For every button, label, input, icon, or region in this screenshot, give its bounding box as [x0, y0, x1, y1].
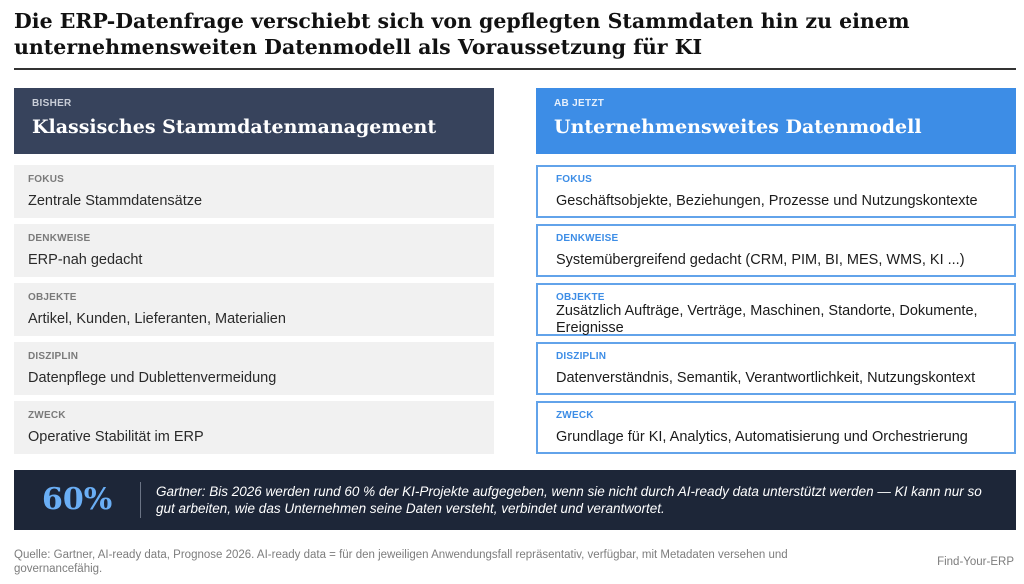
row-zweck-ab-jetzt: ZWECK Grundlage für KI, Analytics, Autom… — [536, 401, 1016, 454]
page-title: Die ERP-Datenfrage verschiebt sich von g… — [14, 9, 910, 59]
row-label: FOKUS — [28, 174, 64, 185]
column-header-bisher: BISHER Klassisches Stammdatenmanagement — [14, 88, 494, 154]
row-label: OBJEKTE — [28, 292, 77, 303]
comparison-list-bisher: FOKUS Zentrale Stammdatensätze DENKWEISE… — [14, 165, 494, 460]
row-text: Operative Stabilität im ERP — [28, 429, 204, 445]
row-denkweise-ab-jetzt: DENKWEISE Systemübergreifend gedacht (CR… — [536, 224, 1016, 277]
row-objekte-bisher: OBJEKTE Artikel, Kunden, Lieferanten, Ma… — [14, 283, 494, 336]
row-text: Artikel, Kunden, Lieferanten, Materialie… — [28, 311, 286, 327]
row-fokus-bisher: FOKUS Zentrale Stammdatensätze — [14, 165, 494, 218]
row-disziplin-ab-jetzt: DISZIPLIN Datenverständnis, Semantik, Ve… — [536, 342, 1016, 395]
row-label: DISZIPLIN — [556, 351, 607, 362]
column-heading-bisher: Klassisches Stammdatenmanagement — [32, 116, 437, 138]
row-label: DENKWEISE — [28, 233, 91, 244]
row-text: Systemübergreifend gedacht (CRM, PIM, BI… — [556, 252, 965, 268]
row-text: Datenverständnis, Semantik, Verantwortli… — [556, 370, 976, 386]
row-objekte-ab-jetzt: OBJEKTE Zusätzlich Aufträge, Verträge, M… — [536, 283, 1016, 336]
row-zweck-bisher: ZWECK Operative Stabilität im ERP — [14, 401, 494, 454]
row-label: ZWECK — [28, 410, 66, 421]
column-header-ab-jetzt: AB JETZT Unternehmensweites Datenmodell — [536, 88, 1016, 154]
statistic-banner: 60% Gartner: Bis 2026 werden rund 60 % d… — [14, 470, 1016, 530]
column-heading-ab-jetzt: Unternehmensweites Datenmodell — [554, 116, 922, 138]
row-fokus-ab-jetzt: FOKUS Geschäftsobjekte, Beziehungen, Pro… — [536, 165, 1016, 218]
row-label: DISZIPLIN — [28, 351, 79, 362]
comparison-list-ab-jetzt: FOKUS Geschäftsobjekte, Beziehungen, Pro… — [536, 165, 1016, 460]
row-text: ERP-nah gedacht — [28, 252, 143, 268]
title-divider — [14, 68, 1016, 70]
source-note: Quelle: Gartner, AI-ready data, Prognose… — [14, 549, 788, 575]
row-text: Datenpflege und Dublettenvermeidung — [28, 370, 277, 386]
row-text: Zentrale Stammdatensätze — [28, 193, 203, 209]
statistic-value: 60% — [42, 482, 113, 517]
column-kicker-ab-jetzt: AB JETZT — [554, 98, 605, 109]
row-label: DENKWEISE — [556, 233, 619, 244]
row-label: OBJEKTE — [556, 292, 605, 303]
row-text: Geschäftsobjekte, Beziehungen, Prozesse … — [556, 193, 978, 209]
row-text: Zusätzlich Aufträge, Verträge, Maschinen… — [556, 303, 978, 336]
banner-divider — [140, 482, 141, 518]
row-denkweise-bisher: DENKWEISE ERP-nah gedacht — [14, 224, 494, 277]
brand-label: Find-Your-ERP — [937, 556, 1014, 568]
row-label: FOKUS — [556, 174, 592, 185]
row-label: ZWECK — [556, 410, 594, 421]
row-disziplin-bisher: DISZIPLIN Datenpflege und Dublettenverme… — [14, 342, 494, 395]
column-kicker-bisher: BISHER — [32, 98, 72, 109]
statistic-quote: Gartner: Bis 2026 werden rund 60 % der K… — [156, 484, 982, 516]
row-text: Grundlage für KI, Analytics, Automatisie… — [556, 429, 968, 445]
